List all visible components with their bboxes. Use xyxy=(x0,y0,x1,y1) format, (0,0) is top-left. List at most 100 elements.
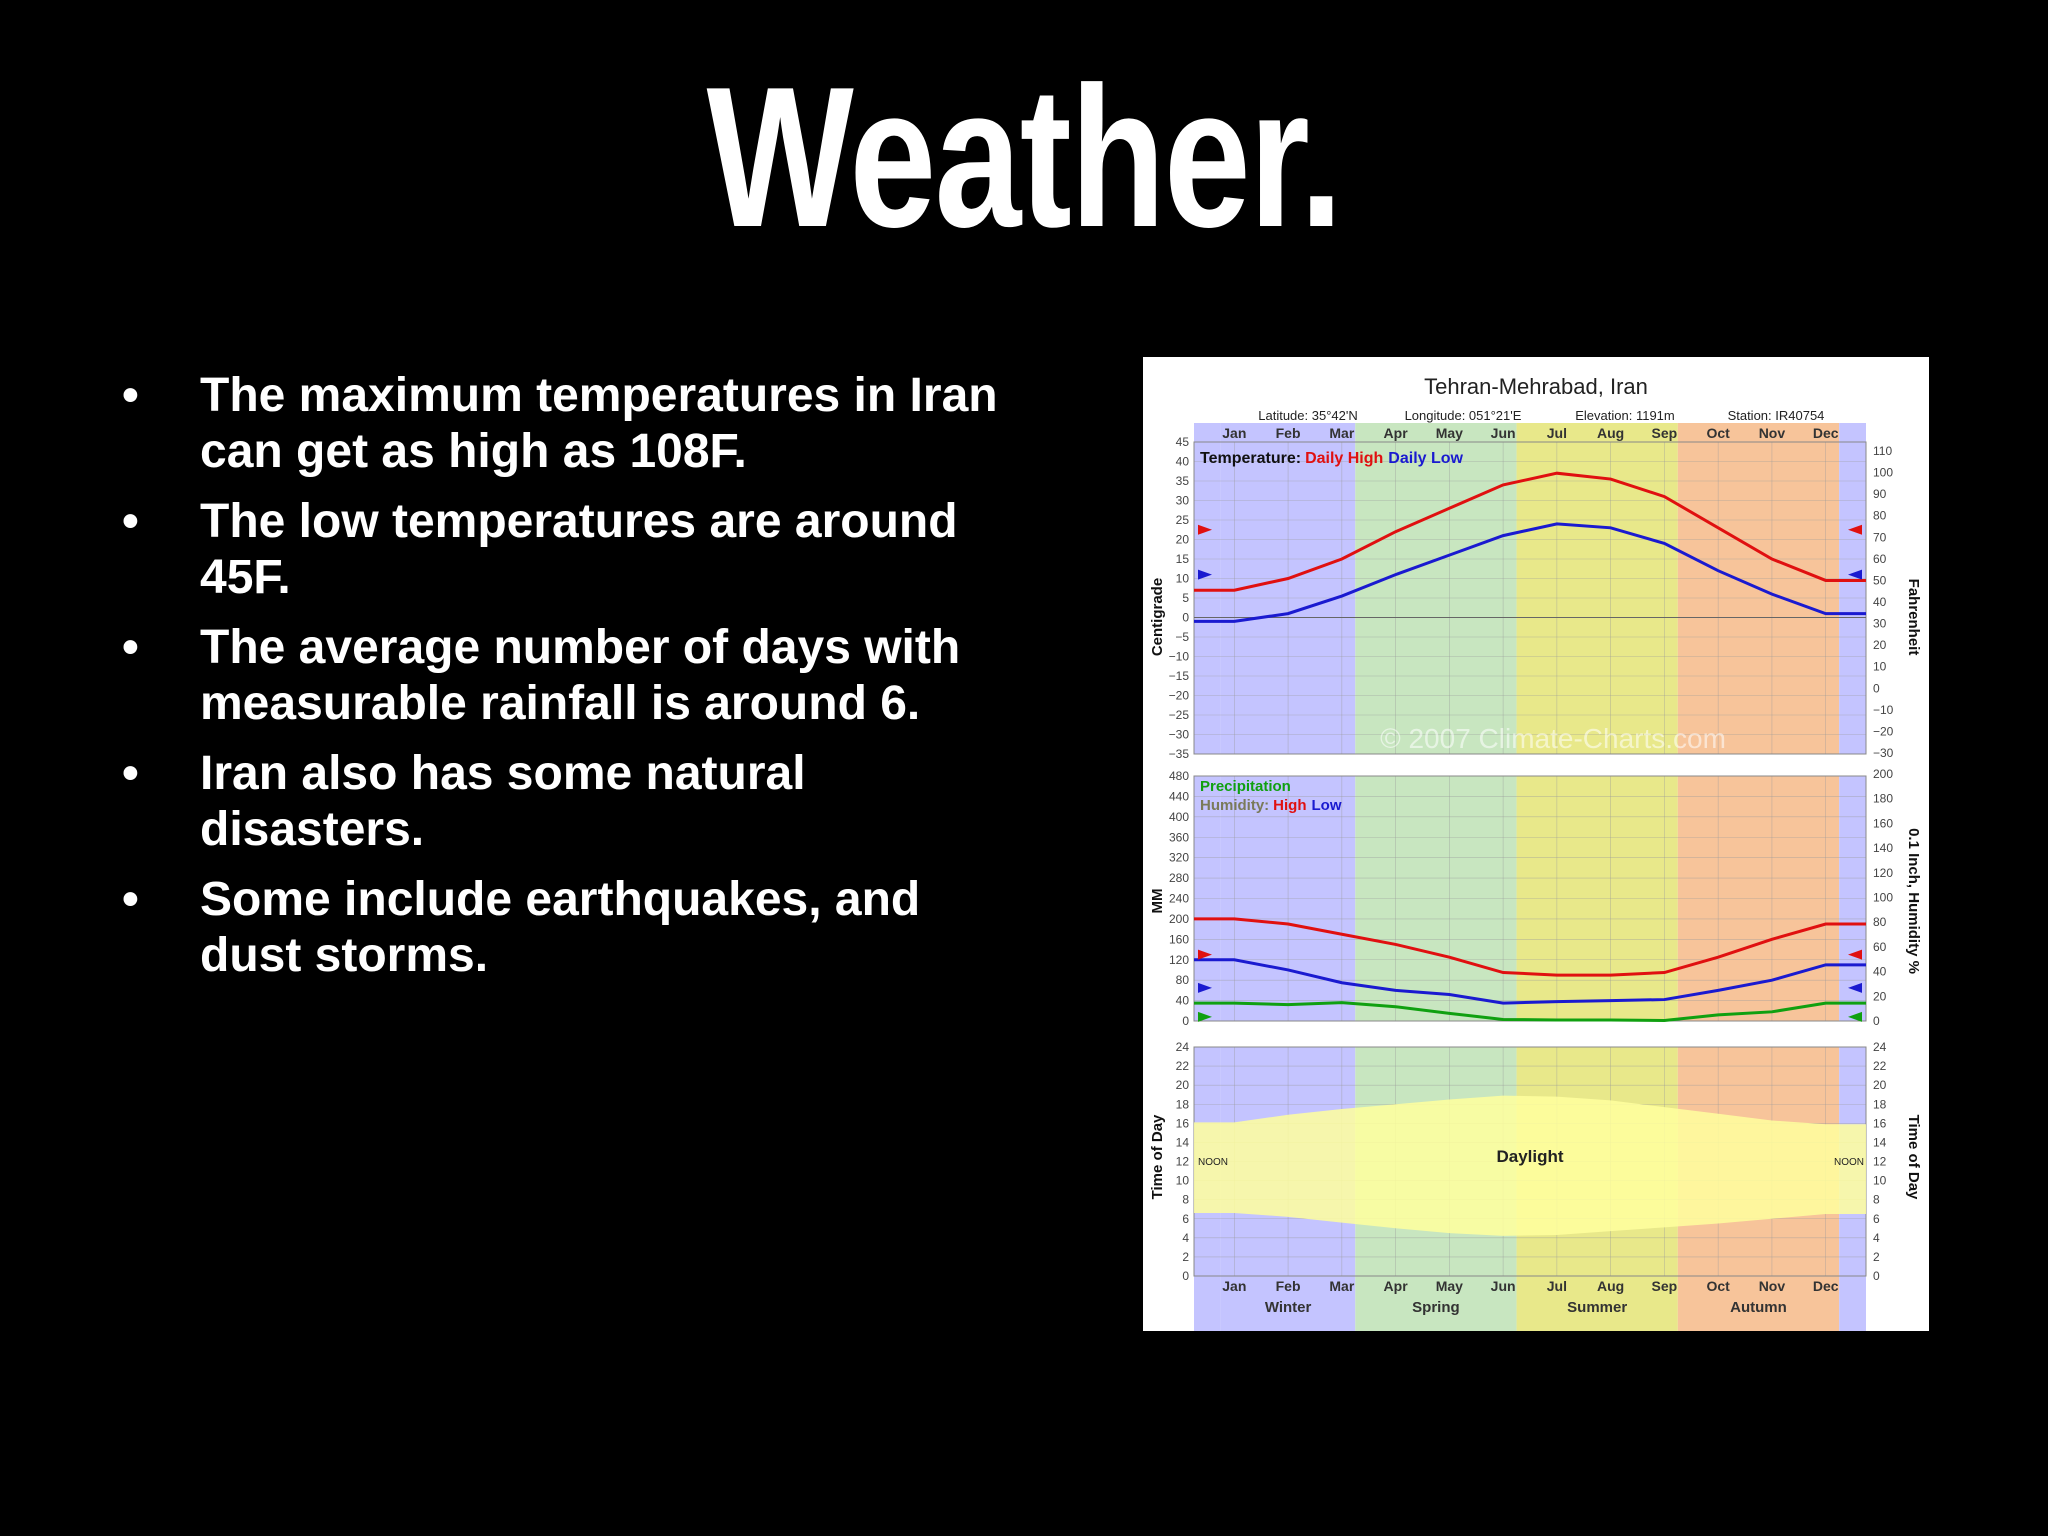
tick-label-time-right: 16 xyxy=(1873,1116,1887,1130)
tick-label-c: 40 xyxy=(1176,455,1190,469)
tick-label-humidity: 40 xyxy=(1873,965,1887,979)
tick-label-f: 50 xyxy=(1873,573,1887,587)
chart-longitude: Longitude: 051°21'E xyxy=(1405,408,1522,423)
month-label-top: Feb xyxy=(1276,425,1301,441)
tick-label-time-left: 24 xyxy=(1176,1040,1190,1054)
bullet-text: Some include earthquakes, and dust storm… xyxy=(200,873,921,982)
season-band-winter-footer xyxy=(1220,1276,1356,1331)
month-label-top: Jan xyxy=(1222,425,1246,441)
tick-label-c: −20 xyxy=(1169,689,1190,703)
tick-label-time-right: 4 xyxy=(1873,1231,1880,1245)
humidity-high-marker-right xyxy=(1848,949,1862,960)
tick-label-mm: 320 xyxy=(1169,851,1189,865)
month-label-bottom: Nov xyxy=(1759,1278,1786,1294)
climate-chart: Tehran-Mehrabad, Iran Latitude: 35°42'N … xyxy=(1143,357,1929,1331)
month-label-top: May xyxy=(1436,425,1463,441)
noon-label-right: NOON xyxy=(1834,1157,1864,1168)
humidity-legend-label: Humidity: xyxy=(1200,797,1269,814)
tick-label-time-left: 12 xyxy=(1176,1155,1190,1169)
panel-frame xyxy=(1193,441,1867,755)
chart-marks xyxy=(1194,471,1866,1236)
precip-marker-right xyxy=(1848,1011,1862,1022)
tick-label-time-right: 14 xyxy=(1873,1135,1887,1149)
tick-label-mm: 480 xyxy=(1169,769,1189,783)
temp-low-line xyxy=(1194,522,1866,623)
bullet-glyph: • xyxy=(122,873,139,926)
humidity-low-marker-right xyxy=(1848,982,1862,993)
tick-label-humidity: 200 xyxy=(1873,767,1893,781)
tick-label-time-left: 14 xyxy=(1176,1135,1190,1149)
tick-label-time-left: 22 xyxy=(1176,1059,1190,1073)
month-label-bottom: Dec xyxy=(1813,1278,1839,1294)
tick-label-c: 0 xyxy=(1182,611,1189,625)
bullet-item: • The average number of days with measura… xyxy=(118,620,1018,732)
tick-label-f: −10 xyxy=(1873,703,1894,717)
month-label-top: Aug xyxy=(1597,425,1624,441)
season-band-summer-header xyxy=(1516,423,1678,442)
tick-label-f: 30 xyxy=(1873,617,1887,631)
season-band-winter-header xyxy=(1220,423,1356,442)
temp-legend-low: Daily Low xyxy=(1388,450,1463,467)
temp-legend-high: Daily High xyxy=(1305,450,1383,467)
tick-label-mm: 280 xyxy=(1169,871,1189,885)
temp-legend: Temperature: Daily High Daily Low xyxy=(1200,450,1464,467)
tick-label-time-right: 20 xyxy=(1873,1078,1887,1092)
humidity-legend-low: Low xyxy=(1312,797,1342,814)
tick-label-f: 80 xyxy=(1873,509,1887,523)
temp-legend-label: Temperature: xyxy=(1200,450,1301,467)
tick-label-time-right: 24 xyxy=(1873,1040,1887,1054)
tick-label-humidity: 20 xyxy=(1873,989,1887,1003)
tick-label-f: 90 xyxy=(1873,487,1887,501)
tick-label-time-right: 12 xyxy=(1873,1155,1887,1169)
ylabel-inch-humidity: 0.1 Inch, Humidity % xyxy=(1905,828,1922,974)
tick-label-mm: 160 xyxy=(1169,932,1189,946)
season-band-edge-header xyxy=(1839,423,1866,442)
tick-label-f: 40 xyxy=(1873,595,1887,609)
watermark: © 2007 Climate-Charts.com xyxy=(1380,723,1726,754)
noon-label-left: NOON xyxy=(1198,1157,1228,1168)
bullet-item: • The maximum temperatures in Iran can ge… xyxy=(118,368,1018,480)
tick-label-c: 45 xyxy=(1176,435,1190,449)
tick-label-mm: 240 xyxy=(1169,892,1189,906)
daylight-label: Daylight xyxy=(1496,1147,1563,1166)
season-label-winter: Winter xyxy=(1265,1299,1312,1316)
tick-label-mm: 0 xyxy=(1182,1014,1189,1028)
tick-label-mm: 400 xyxy=(1169,810,1189,824)
season-band-edge-footer xyxy=(1194,1276,1221,1331)
precip-legend: Precipitation xyxy=(1200,778,1291,795)
ylabel-time-right: Time of Day xyxy=(1905,1115,1922,1200)
tick-label-humidity: 80 xyxy=(1873,915,1887,929)
tick-label-c: 30 xyxy=(1176,494,1190,508)
bullet-glyph: • xyxy=(122,495,139,548)
temp-high-line xyxy=(1194,471,1866,592)
tick-label-c: 35 xyxy=(1176,474,1190,488)
tick-label-f: 10 xyxy=(1873,660,1887,674)
daylight-area xyxy=(1194,1095,1866,1236)
tick-label-mm: 120 xyxy=(1169,953,1189,967)
month-label-top: Jun xyxy=(1491,425,1516,441)
month-label-bottom: Jul xyxy=(1547,1278,1567,1294)
season-label-autumn: Autumn xyxy=(1730,1299,1787,1316)
chart-station: Station: IR40754 xyxy=(1728,408,1825,423)
tick-label-time-left: 2 xyxy=(1182,1250,1189,1264)
ylabel-fahrenheit: Fahrenheit xyxy=(1905,579,1922,656)
tick-label-f: −30 xyxy=(1873,746,1894,760)
month-label-bottom: Aug xyxy=(1597,1278,1624,1294)
month-label-bottom: Mar xyxy=(1329,1278,1354,1294)
month-label-top: Sep xyxy=(1652,425,1678,441)
tick-label-time-left: 4 xyxy=(1182,1231,1189,1245)
tick-label-time-left: 18 xyxy=(1176,1097,1190,1111)
month-label-bottom: Jun xyxy=(1491,1278,1516,1294)
tick-label-time-right: 8 xyxy=(1873,1193,1880,1207)
ylabel-centigrade: Centigrade xyxy=(1149,578,1166,656)
tick-label-mm: 200 xyxy=(1169,912,1189,926)
precip-line xyxy=(1194,1001,1866,1022)
month-label-top: Oct xyxy=(1706,425,1730,441)
season-band-spring-header xyxy=(1355,423,1517,442)
tick-label-f: 70 xyxy=(1873,530,1887,544)
tick-label-time-right: 2 xyxy=(1873,1250,1880,1264)
ylabel-time-left: Time of Day xyxy=(1149,1114,1166,1199)
chart-title: Tehran-Mehrabad, Iran xyxy=(1424,374,1648,399)
tick-label-time-left: 16 xyxy=(1176,1116,1190,1130)
mean-low-marker-left xyxy=(1198,569,1212,580)
